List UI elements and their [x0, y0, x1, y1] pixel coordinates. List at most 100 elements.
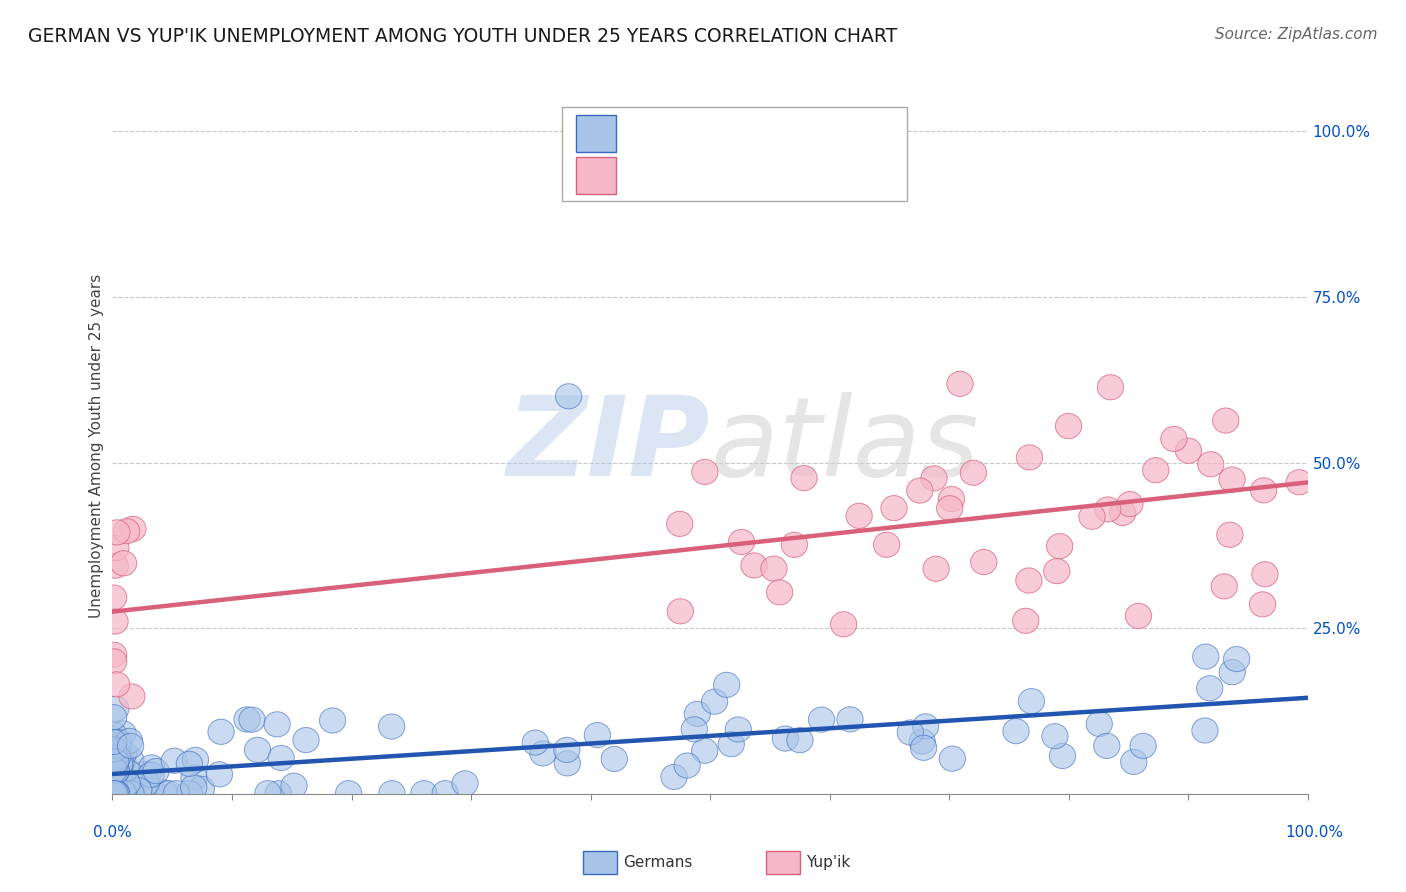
Ellipse shape [107, 752, 132, 777]
Ellipse shape [101, 780, 127, 805]
Ellipse shape [266, 780, 291, 805]
Ellipse shape [1250, 591, 1275, 617]
Ellipse shape [101, 731, 127, 757]
Ellipse shape [101, 746, 127, 771]
Ellipse shape [134, 771, 159, 796]
Ellipse shape [939, 746, 966, 772]
Ellipse shape [108, 780, 135, 805]
Ellipse shape [101, 642, 127, 667]
Ellipse shape [1094, 733, 1121, 758]
Ellipse shape [101, 780, 128, 805]
Ellipse shape [254, 780, 281, 805]
Ellipse shape [101, 780, 128, 805]
Ellipse shape [104, 780, 131, 805]
Ellipse shape [1216, 522, 1243, 548]
Text: R =: R = [630, 156, 675, 177]
Ellipse shape [101, 758, 128, 783]
Ellipse shape [110, 721, 136, 746]
Ellipse shape [125, 778, 152, 803]
Ellipse shape [938, 486, 965, 512]
Ellipse shape [103, 738, 129, 763]
Ellipse shape [1078, 504, 1105, 529]
Ellipse shape [176, 780, 202, 805]
Ellipse shape [101, 773, 128, 798]
Ellipse shape [554, 751, 581, 776]
Text: N =: N = [770, 114, 817, 135]
Ellipse shape [661, 764, 688, 789]
Ellipse shape [673, 753, 700, 778]
Ellipse shape [103, 780, 129, 805]
Ellipse shape [766, 580, 793, 605]
Ellipse shape [103, 780, 129, 805]
Ellipse shape [103, 758, 129, 783]
Ellipse shape [101, 780, 127, 805]
Ellipse shape [1046, 533, 1073, 558]
Ellipse shape [1219, 659, 1246, 685]
Ellipse shape [114, 518, 139, 544]
Text: GERMAN VS YUP'IK UNEMPLOYMENT AMONG YOUTH UNDER 25 YEARS CORRELATION CHART: GERMAN VS YUP'IK UNEMPLOYMENT AMONG YOUT… [28, 27, 897, 45]
Ellipse shape [101, 780, 127, 805]
Text: 57: 57 [813, 156, 856, 177]
Ellipse shape [1002, 719, 1029, 744]
Ellipse shape [101, 737, 127, 762]
Ellipse shape [960, 460, 987, 485]
Ellipse shape [792, 466, 817, 491]
Ellipse shape [108, 766, 135, 791]
Ellipse shape [103, 765, 129, 790]
Ellipse shape [882, 496, 907, 521]
Ellipse shape [105, 780, 132, 805]
Y-axis label: Unemployment Among Youth under 25 years: Unemployment Among Youth under 25 years [89, 274, 104, 618]
Ellipse shape [105, 736, 131, 761]
Ellipse shape [101, 752, 127, 777]
Ellipse shape [118, 684, 145, 709]
Ellipse shape [264, 712, 290, 737]
Ellipse shape [111, 740, 136, 765]
Ellipse shape [103, 696, 129, 722]
Ellipse shape [103, 756, 129, 781]
Ellipse shape [156, 780, 181, 805]
Ellipse shape [602, 747, 627, 772]
Ellipse shape [163, 780, 190, 805]
Ellipse shape [681, 716, 707, 742]
Ellipse shape [101, 780, 127, 805]
Ellipse shape [319, 708, 346, 733]
Text: 0.0%: 0.0% [93, 825, 132, 840]
Ellipse shape [101, 747, 128, 772]
Ellipse shape [1161, 426, 1187, 451]
Ellipse shape [108, 760, 134, 785]
Ellipse shape [666, 511, 693, 536]
Ellipse shape [1143, 458, 1168, 483]
Ellipse shape [239, 707, 266, 732]
Ellipse shape [761, 556, 787, 582]
Ellipse shape [101, 738, 127, 764]
Ellipse shape [101, 780, 127, 805]
Ellipse shape [281, 773, 307, 798]
Ellipse shape [1012, 608, 1039, 633]
Ellipse shape [101, 748, 127, 773]
Ellipse shape [131, 761, 157, 787]
Text: ZIP: ZIP [506, 392, 710, 500]
Ellipse shape [101, 771, 127, 796]
Ellipse shape [208, 719, 235, 745]
Ellipse shape [101, 747, 127, 772]
Ellipse shape [101, 738, 128, 763]
Ellipse shape [120, 516, 146, 541]
Ellipse shape [1109, 500, 1136, 525]
Ellipse shape [104, 745, 131, 770]
Ellipse shape [1130, 733, 1156, 758]
Ellipse shape [108, 750, 134, 776]
Ellipse shape [101, 753, 127, 778]
Ellipse shape [685, 701, 710, 726]
Ellipse shape [451, 771, 478, 796]
Ellipse shape [138, 755, 165, 780]
Ellipse shape [1116, 491, 1143, 516]
Ellipse shape [111, 780, 136, 805]
Ellipse shape [101, 780, 127, 805]
Text: R =: R = [630, 114, 675, 135]
Ellipse shape [183, 747, 208, 772]
Ellipse shape [139, 777, 166, 802]
Ellipse shape [152, 780, 179, 805]
Ellipse shape [104, 780, 131, 805]
Ellipse shape [141, 780, 166, 805]
Ellipse shape [1192, 718, 1218, 743]
